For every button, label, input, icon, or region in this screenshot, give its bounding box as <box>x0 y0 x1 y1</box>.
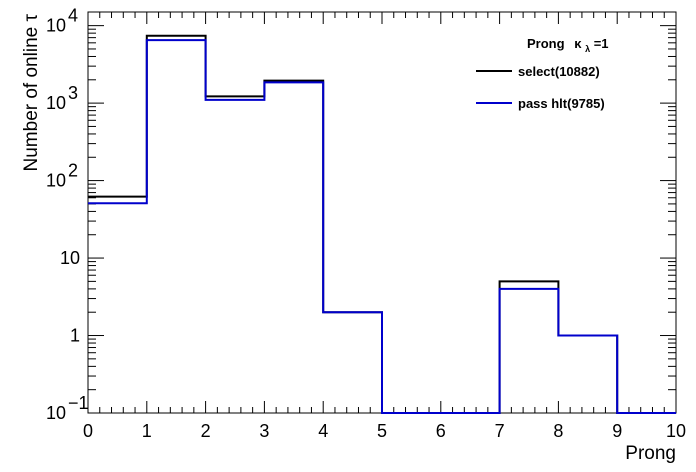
y-tick-label-exponent: 2 <box>68 161 78 181</box>
y-tick-label: 10 <box>46 93 66 113</box>
series-pass-hlt-line <box>88 39 676 414</box>
x-tick-label: 1 <box>142 421 152 441</box>
x-tick-label: 9 <box>612 421 622 441</box>
x-tick-label: 6 <box>436 421 446 441</box>
x-axis-title: Prong <box>625 443 676 464</box>
x-tick-label: 0 <box>83 421 93 441</box>
legend-header-subscript: λ <box>585 44 590 54</box>
legend-header-value: =1 <box>594 36 609 51</box>
x-tick-label: 8 <box>553 421 563 441</box>
legend-label-pass-hlt: pass hlt(9785) <box>518 96 605 111</box>
y-tick-label: 10 <box>60 248 80 268</box>
x-tick-label: 4 <box>318 421 328 441</box>
y-tick-label: 10 <box>46 171 66 191</box>
y-tick-label-exponent: 3 <box>68 83 78 103</box>
y-axis-title: Number of online τ <box>21 14 42 172</box>
legend: Prong κ λ =1 select(10882) pass hlt(9785… <box>476 36 609 111</box>
x-tick-label: 2 <box>201 421 211 441</box>
y-tick-label-exponent: 4 <box>68 6 78 26</box>
x-tick-label: 10 <box>666 421 686 441</box>
x-tick-label: 3 <box>259 421 269 441</box>
y-tick-label: 10 <box>46 403 66 423</box>
legend-label-select: select(10882) <box>518 64 600 79</box>
legend-header-prong: Prong <box>527 36 565 51</box>
legend-header: Prong κ λ =1 <box>527 36 609 55</box>
y-tick-label-exponent: −1 <box>68 393 89 413</box>
legend-header-kappa: κ <box>574 36 582 51</box>
y-tick-label: 1 <box>70 326 80 346</box>
x-tick-label: 7 <box>495 421 505 441</box>
axis-ticks <box>87 12 677 414</box>
x-tick-label: 5 <box>377 421 387 441</box>
y-tick-label: 10 <box>46 16 66 36</box>
series-layer <box>88 34 676 414</box>
